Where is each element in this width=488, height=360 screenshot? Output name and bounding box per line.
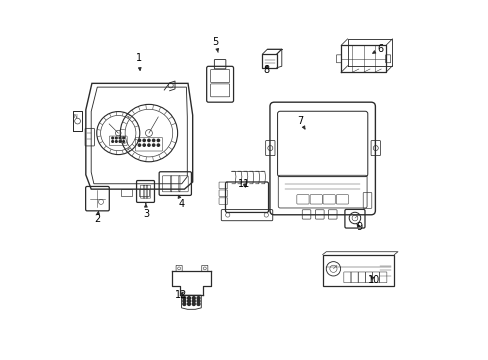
- Circle shape: [115, 141, 117, 142]
- Circle shape: [138, 144, 141, 146]
- Circle shape: [119, 137, 121, 139]
- Circle shape: [112, 137, 113, 139]
- Circle shape: [187, 303, 190, 305]
- Circle shape: [187, 297, 190, 300]
- Circle shape: [119, 141, 121, 142]
- Text: N: N: [74, 114, 78, 119]
- Text: 3: 3: [142, 203, 149, 219]
- Circle shape: [147, 144, 150, 146]
- Bar: [139, 189, 149, 195]
- Text: 6: 6: [372, 44, 382, 54]
- Circle shape: [197, 303, 200, 305]
- Circle shape: [152, 139, 155, 141]
- Circle shape: [143, 144, 145, 146]
- Text: 9: 9: [355, 222, 362, 232]
- Bar: [262, 54, 276, 68]
- Circle shape: [115, 137, 117, 139]
- Circle shape: [192, 300, 195, 302]
- Circle shape: [138, 139, 141, 141]
- Circle shape: [122, 137, 124, 139]
- Circle shape: [122, 141, 124, 142]
- Circle shape: [187, 300, 190, 302]
- Circle shape: [192, 297, 195, 300]
- Text: 1: 1: [135, 53, 142, 71]
- Circle shape: [183, 303, 185, 305]
- Bar: [121, 189, 131, 195]
- Text: 7: 7: [296, 116, 305, 129]
- Circle shape: [197, 297, 200, 300]
- Text: 8: 8: [263, 64, 268, 75]
- Text: 11: 11: [238, 179, 250, 189]
- Circle shape: [152, 144, 155, 146]
- Circle shape: [157, 144, 159, 146]
- Text: 10: 10: [367, 275, 380, 285]
- Circle shape: [183, 300, 185, 302]
- Circle shape: [112, 141, 113, 142]
- Circle shape: [143, 139, 145, 141]
- Text: 5: 5: [212, 37, 219, 53]
- Circle shape: [147, 139, 150, 141]
- Circle shape: [183, 297, 185, 300]
- Circle shape: [157, 139, 159, 141]
- Text: 2: 2: [94, 211, 101, 224]
- Text: 4: 4: [178, 195, 184, 210]
- Circle shape: [192, 303, 195, 305]
- Circle shape: [197, 300, 200, 302]
- Text: 12: 12: [174, 291, 186, 301]
